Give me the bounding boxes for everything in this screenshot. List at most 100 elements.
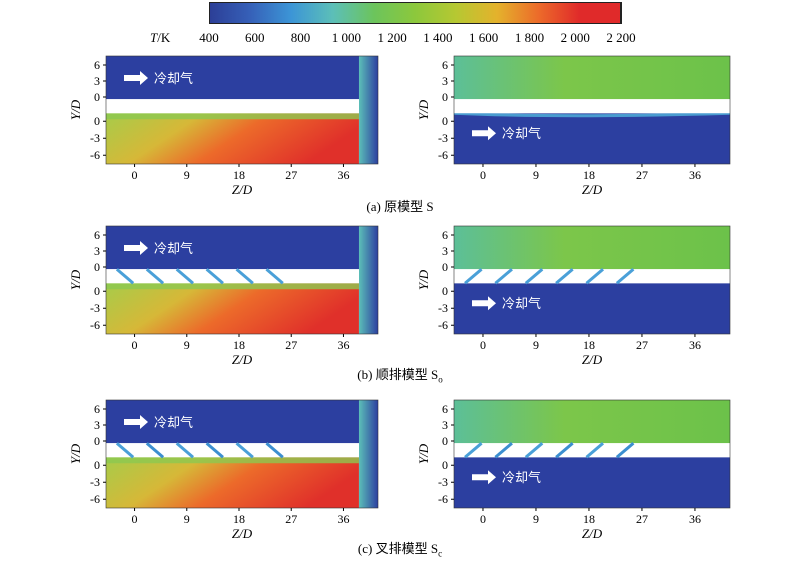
y-tick-label: -6 bbox=[90, 148, 100, 162]
x-tick-label: 9 bbox=[533, 338, 539, 352]
hot-gas-region bbox=[106, 457, 359, 508]
coolant-region bbox=[454, 457, 730, 508]
x-tick-label: 27 bbox=[285, 168, 297, 182]
colorbar-tick-label: 800 bbox=[291, 30, 311, 46]
x-tick-label: 27 bbox=[636, 338, 648, 352]
x-tick-label: 0 bbox=[132, 512, 138, 526]
colorbar-tick-label: 1 200 bbox=[377, 30, 406, 46]
x-tick-label: 27 bbox=[636, 168, 648, 182]
x-tick-label: 0 bbox=[480, 338, 486, 352]
x-tick-label: 36 bbox=[337, 512, 349, 526]
y-tick-label: -6 bbox=[438, 492, 448, 506]
y-tick-label: -6 bbox=[90, 492, 100, 506]
y-tick-label: 6 bbox=[94, 228, 100, 242]
hot-gas-region bbox=[454, 400, 730, 443]
x-tick-label: 36 bbox=[689, 512, 701, 526]
x-tick-label: 0 bbox=[132, 168, 138, 182]
x-tick-label: 9 bbox=[533, 168, 539, 182]
y-tick-label: 6 bbox=[442, 402, 448, 416]
x-tick-label: 36 bbox=[337, 338, 349, 352]
y-tick-label: -6 bbox=[438, 318, 448, 332]
x-tick-label: 18 bbox=[583, 512, 595, 526]
hot-gas-region bbox=[106, 283, 359, 334]
colorbar-tick-label: 2 200 bbox=[606, 30, 635, 46]
y-tick-label: 0 bbox=[442, 284, 448, 298]
y-tick-label: 3 bbox=[94, 74, 100, 88]
y-tick-label: -6 bbox=[438, 148, 448, 162]
colorbar-tick-label: 1 000 bbox=[332, 30, 361, 46]
x-tick-label: 9 bbox=[184, 512, 190, 526]
colorbar-frame bbox=[209, 2, 621, 24]
flow-label: 冷却气 bbox=[502, 296, 541, 311]
contour-plot: 冷却气 6 3 0 0 -3 -6 Y/D 0 9 18 27 36 Z/D bbox=[414, 52, 740, 210]
x-axis-label: Z/D bbox=[232, 352, 253, 367]
colorbar-tick-label: 1 600 bbox=[469, 30, 498, 46]
contour-plot: 冷却气 6 3 0 0 -3 -6 Y/D 0 9 18 27 36 Z/D bbox=[414, 396, 740, 554]
y-tick-label: 0 bbox=[442, 260, 448, 274]
x-tick-label: 36 bbox=[689, 338, 701, 352]
y-tick-label: 6 bbox=[442, 228, 448, 242]
contour-plot: 冷却气 6 3 0 0 -3 -6 Y/D 0 9 18 27 36 Z/D bbox=[414, 222, 740, 380]
x-axis-label: Z/D bbox=[232, 526, 253, 541]
colorbar-title: T/K bbox=[150, 30, 170, 46]
y-tick-label: -3 bbox=[90, 301, 100, 315]
hot-gas-region bbox=[454, 226, 730, 269]
x-axis-label: Z/D bbox=[582, 352, 603, 367]
y-tick-label: 3 bbox=[94, 244, 100, 258]
y-tick-label: -3 bbox=[438, 301, 448, 315]
plate bbox=[106, 99, 359, 113]
y-tick-label: -3 bbox=[90, 475, 100, 489]
x-tick-label: 0 bbox=[480, 168, 486, 182]
x-tick-label: 9 bbox=[184, 338, 190, 352]
y-tick-label: 0 bbox=[94, 90, 100, 104]
y-tick-label: 3 bbox=[442, 244, 448, 258]
colorbar-tick-label: 1 400 bbox=[423, 30, 452, 46]
y-axis-label: Y/D bbox=[68, 269, 83, 290]
y-tick-label: 6 bbox=[94, 58, 100, 72]
colorbar-tick-label: 2 000 bbox=[561, 30, 590, 46]
contour-panel-1-right: 冷却气 6 3 0 0 -3 -6 Y/D 0 9 18 27 36 Z/D bbox=[414, 52, 740, 210]
y-tick-label: 3 bbox=[442, 418, 448, 432]
x-tick-label: 18 bbox=[233, 168, 245, 182]
colorbar-tick-label: 1 800 bbox=[515, 30, 544, 46]
y-tick-label: 0 bbox=[94, 434, 100, 448]
caption-a: (a) 原模型 S bbox=[366, 196, 433, 215]
y-tick-label: 6 bbox=[442, 58, 448, 72]
x-tick-label: 27 bbox=[285, 338, 297, 352]
colorbar-tick-label: 600 bbox=[245, 30, 265, 46]
contour-panel-2-right: 冷却气 6 3 0 0 -3 -6 Y/D 0 9 18 27 36 Z/D bbox=[414, 222, 740, 380]
x-axis-label: Z/D bbox=[582, 182, 603, 197]
x-tick-label: 0 bbox=[480, 512, 486, 526]
y-tick-label: 0 bbox=[94, 284, 100, 298]
contour-panel-3-right: 冷却气 6 3 0 0 -3 -6 Y/D 0 9 18 27 36 Z/D bbox=[414, 396, 740, 554]
flow-label: 冷却气 bbox=[154, 71, 193, 86]
x-tick-label: 27 bbox=[636, 512, 648, 526]
contour-panel-1-left: 冷却气 6 3 0 0 -3 -6 Y/D 0 9 18 27 36 Z/D bbox=[66, 52, 388, 210]
x-tick-label: 9 bbox=[533, 512, 539, 526]
caption-c: (c) 叉排模型 Sc bbox=[358, 538, 442, 559]
x-tick-label: 36 bbox=[689, 168, 701, 182]
y-tick-label: 0 bbox=[442, 114, 448, 128]
y-axis-label: Y/D bbox=[68, 443, 83, 464]
contour-plot: 冷却气 6 3 0 0 -3 -6 Y/D 0 9 18 27 36 Z/D bbox=[66, 52, 388, 210]
x-axis-label: Z/D bbox=[582, 526, 603, 541]
y-tick-label: -3 bbox=[438, 475, 448, 489]
colorbar-tick-label: 400 bbox=[199, 30, 219, 46]
flow-label: 冷却气 bbox=[502, 126, 541, 141]
x-tick-label: 9 bbox=[184, 168, 190, 182]
contour-plot: 冷却气 6 3 0 0 -3 -6 Y/D 0 9 18 27 36 Z/D bbox=[66, 222, 388, 380]
x-tick-label: 18 bbox=[583, 338, 595, 352]
y-axis-label: Y/D bbox=[416, 99, 431, 120]
plate bbox=[454, 269, 730, 283]
caption-b: (b) 顺排模型 So bbox=[357, 364, 442, 385]
y-tick-label: -3 bbox=[438, 131, 448, 145]
plate bbox=[106, 443, 359, 457]
plate bbox=[106, 269, 359, 283]
plate bbox=[454, 443, 730, 457]
hot-gas-region bbox=[454, 56, 730, 99]
coolant-region bbox=[454, 113, 730, 164]
flow-label: 冷却气 bbox=[154, 241, 193, 256]
y-tick-label: 0 bbox=[442, 458, 448, 472]
y-tick-label: -3 bbox=[90, 131, 100, 145]
x-axis-label: Z/D bbox=[232, 182, 253, 197]
